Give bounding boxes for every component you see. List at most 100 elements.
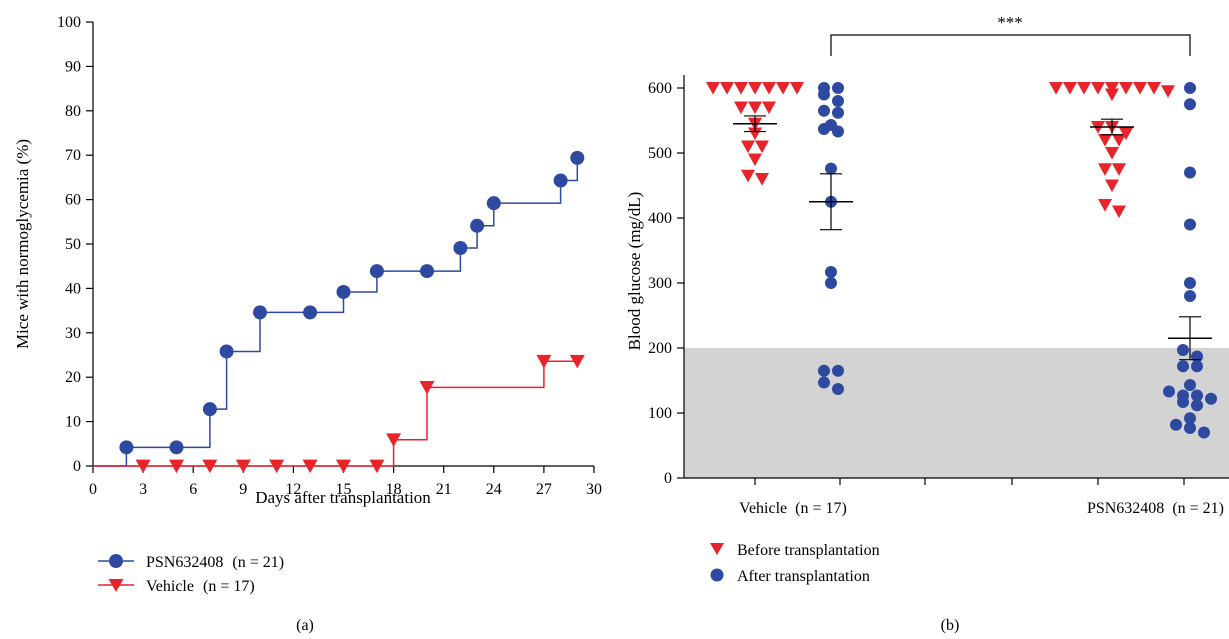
glucose-point-3 <box>1184 290 1196 302</box>
glucose-point-1 <box>832 364 844 377</box>
glucose-point-1 <box>832 82 844 94</box>
glucose-point-3 <box>1184 98 1196 111</box>
glucose-point-3 <box>1184 166 1196 179</box>
data-point-psn <box>253 305 267 320</box>
panel-a-x-tick-label: 3 <box>139 481 147 498</box>
glucose-point-0 <box>748 127 762 141</box>
legend-name-vehicle: Vehicle <box>146 578 194 595</box>
glucose-point-2 <box>1063 82 1077 95</box>
panel-b-y-tick-label: 300 <box>648 275 672 292</box>
glucose-point-1 <box>825 265 837 278</box>
legend-marker-vehicle <box>108 579 124 592</box>
panel-a-y-tick-label: 10 <box>65 414 81 431</box>
glucose-point-0 <box>748 101 762 115</box>
panel-a-y-tick-label: 90 <box>65 58 81 75</box>
panel-b-y-tick-label: 400 <box>648 210 672 227</box>
glucose-point-0 <box>755 173 769 186</box>
glucose-point-2 <box>1112 134 1126 147</box>
glucose-point-3 <box>1177 360 1189 373</box>
panel-a-y-tick-label: 100 <box>57 14 81 31</box>
glucose-point-1 <box>832 125 844 138</box>
data-point-vehicle <box>336 459 351 474</box>
data-point-vehicle <box>569 354 585 369</box>
glucose-point-1 <box>818 122 830 135</box>
glucose-point-2 <box>1077 82 1091 95</box>
glucose-point-2 <box>1112 163 1126 176</box>
significance-bracket: *** <box>830 13 1191 56</box>
data-point-vehicle <box>269 459 285 474</box>
glucose-point-0 <box>734 101 748 115</box>
glucose-point-2 <box>1119 127 1133 141</box>
glucose-point-0 <box>748 82 762 95</box>
data-point-psn <box>553 173 568 188</box>
panel-b-y-tick-label: 500 <box>648 145 672 162</box>
legend-label-before: Before transplantation <box>737 542 880 559</box>
glucose-point-1 <box>818 376 830 389</box>
glucose-point-1 <box>832 95 844 107</box>
data-point-vehicle <box>169 459 184 474</box>
glucose-point-3 <box>1184 82 1196 94</box>
glucose-point-3 <box>1205 392 1217 405</box>
panel-a-x-tick-label: 30 <box>586 481 602 498</box>
glucose-point-0 <box>741 169 755 183</box>
glucose-point-2 <box>1105 82 1119 95</box>
legend-label-vehicle: Vehicle (n = 17) <box>146 578 255 595</box>
glucose-point-2 <box>1105 88 1119 102</box>
glucose-point-1 <box>825 162 837 175</box>
panel-a-y-tick-label: 70 <box>65 147 81 164</box>
panel-b-y-tick-label: 200 <box>648 340 672 357</box>
glucose-point-2 <box>1098 199 1112 212</box>
glucose-point-3 <box>1191 399 1203 412</box>
group-label-vehicle: Vehicle (n = 17) <box>739 500 847 517</box>
glucose-point-2 <box>1098 163 1112 176</box>
legend-label-psn: PSN632408 (n = 21) <box>146 554 284 571</box>
glucose-point-2 <box>1119 82 1133 95</box>
data-point-vehicle <box>202 459 218 474</box>
glucose-point-1 <box>818 364 830 377</box>
panel-a-x-tick-label: 9 <box>239 481 247 498</box>
glucose-point-2 <box>1049 82 1063 95</box>
glucose-point-3 <box>1184 412 1196 425</box>
data-point-psn <box>119 440 134 455</box>
data-point-psn <box>202 402 217 417</box>
legend-marker-psn <box>109 554 123 568</box>
panel-b-label: (b) <box>941 617 960 634</box>
glucose-point-0 <box>734 82 748 95</box>
data-point-psn <box>336 284 351 299</box>
panel-a-y-tick-label: 50 <box>65 236 81 253</box>
glucose-point-3 <box>1170 418 1182 431</box>
legend-marker-before <box>710 543 724 555</box>
series-line-psn <box>93 157 579 467</box>
data-point-psn <box>470 218 485 233</box>
glucose-point-0 <box>790 82 804 95</box>
glucose-point-2 <box>1091 82 1105 95</box>
data-point-vehicle <box>536 354 552 369</box>
panel-a-chart: 0 10 20 30 40 50 60 70 80 90 100 0 3 6 9 12 15 18 21 24 27 3… <box>13 14 602 634</box>
glucose-point-2 <box>1105 147 1119 160</box>
panel-a-x-tick-label: 6 <box>189 481 197 498</box>
panel-b-y-tick-label: 600 <box>648 80 672 97</box>
data-point-psn <box>169 440 184 455</box>
group-n-psn: (n = 21) <box>1172 500 1224 517</box>
panel-a-legend: PSN632408 (n = 21) Vehicle (n = 17) <box>98 554 284 595</box>
glucose-point-3 <box>1177 395 1189 408</box>
glucose-point-3 <box>1184 277 1196 289</box>
glucose-point-3 <box>1184 421 1196 434</box>
glucose-point-1 <box>832 382 844 395</box>
glucose-point-2 <box>1098 134 1112 147</box>
data-point-vehicle <box>235 459 251 474</box>
data-point-psn <box>486 196 501 211</box>
panel-a-label: (a) <box>296 617 314 634</box>
legend-name-psn: PSN632408 <box>146 554 223 571</box>
significance-stars: *** <box>997 13 1023 32</box>
data-point-psn <box>303 305 318 320</box>
legend-label-after: After transplantation <box>737 568 870 585</box>
data-point-vehicle <box>369 459 385 474</box>
glucose-point-1 <box>825 277 837 289</box>
legend-n-psn: (n = 21) <box>232 554 284 571</box>
glucose-point-3 <box>1184 218 1196 231</box>
panel-b-y-axis-label: Blood glucose (mg/dL) <box>625 192 644 351</box>
glucose-point-0 <box>706 82 720 95</box>
glucose-point-2 <box>1105 179 1119 193</box>
panel-a-y-tick-label: 80 <box>65 103 81 120</box>
